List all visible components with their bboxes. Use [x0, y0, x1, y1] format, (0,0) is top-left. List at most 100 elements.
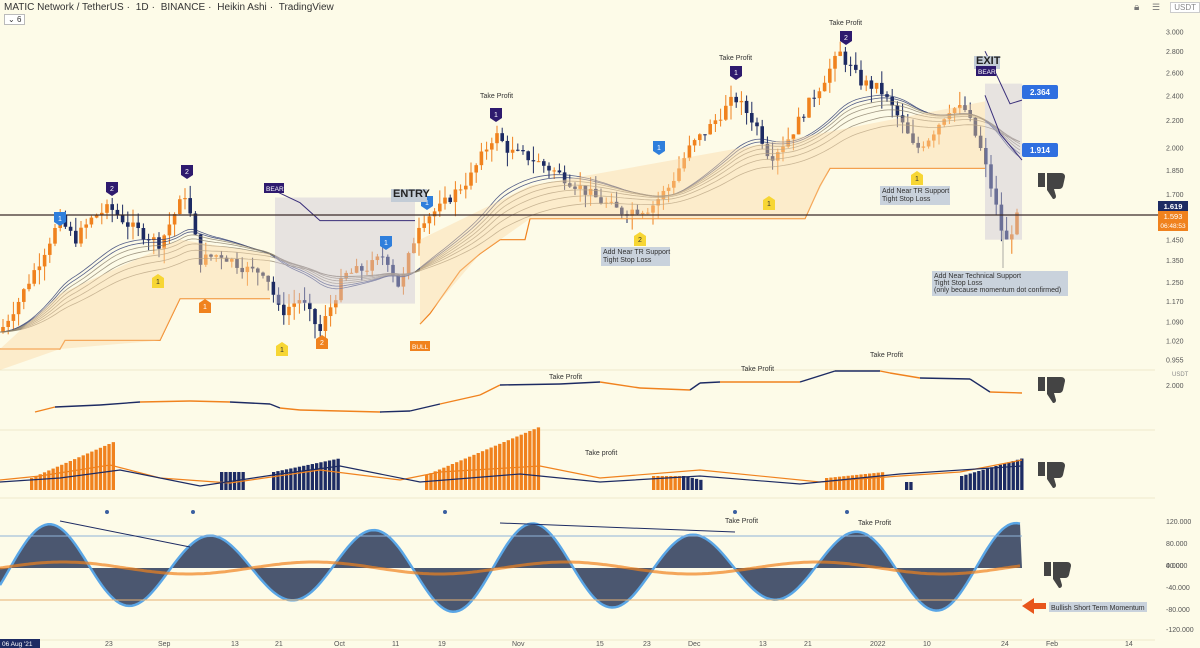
candle: [188, 198, 192, 214]
chart-style[interactable]: Heikin Ashi: [217, 2, 267, 13]
bars-icon[interactable]: ☰: [1152, 2, 1161, 12]
hist-bar: [519, 434, 523, 490]
hist-bar: [686, 476, 690, 490]
candle: [510, 149, 515, 153]
price-tick: 1.250: [1166, 280, 1184, 287]
hist-bar: [868, 473, 872, 490]
target-low: 1.914: [1022, 143, 1058, 157]
candle: [224, 257, 229, 262]
hist-bar: [289, 468, 293, 490]
target-high: 2.364: [1022, 85, 1058, 99]
candle: [490, 143, 494, 150]
hist-bar: [825, 478, 829, 490]
candle: [219, 255, 224, 258]
trend-segment: [299, 409, 381, 413]
hist-bar: [77, 457, 81, 490]
price-tick: 1.020: [1166, 338, 1184, 345]
bear-zone: [275, 197, 415, 304]
trend-segment: [409, 403, 441, 412]
candle: [360, 266, 364, 271]
signal-badge: 1: [730, 66, 742, 80]
time-tick: 23: [105, 641, 113, 648]
time-tick: 19: [438, 641, 446, 648]
candle: [744, 100, 749, 114]
symbol-name[interactable]: MATIC Network / TetherUS: [4, 2, 124, 13]
candle: [323, 316, 328, 332]
candle: [464, 185, 468, 190]
candle: [906, 122, 910, 134]
candle: [209, 254, 213, 257]
hist-bar: [859, 474, 863, 490]
time-tick: 13: [759, 641, 767, 648]
candle: [848, 64, 853, 66]
bull-tag: BULL: [410, 341, 430, 351]
candle: [640, 212, 645, 215]
hist-bar: [1020, 458, 1024, 490]
hist-bar: [455, 462, 459, 490]
candle: [42, 254, 47, 267]
hist-bar: [306, 464, 310, 490]
note-bg: [601, 247, 670, 266]
hist-bar: [224, 472, 228, 490]
candle: [999, 204, 1004, 231]
hist-bar: [297, 466, 302, 490]
panel4-tick: -80.000: [1166, 607, 1190, 614]
hist-bar: [64, 462, 68, 490]
badge-label: 1: [280, 347, 284, 354]
take-profit-label: Take Profit: [858, 520, 891, 527]
hist-bar: [85, 453, 90, 490]
badge-label: 2: [110, 186, 114, 193]
hist-bar: [652, 476, 656, 490]
candle: [672, 180, 676, 188]
hist-bar: [280, 470, 284, 490]
badge-label: 1: [734, 70, 738, 77]
candle: [521, 150, 525, 152]
candle: [630, 209, 634, 216]
badge-shape: [730, 66, 742, 80]
hist-bar: [476, 453, 480, 490]
bear-line: [274, 190, 415, 222]
candle: [266, 275, 270, 282]
candle: [417, 227, 421, 244]
momentum-dot: [845, 510, 849, 514]
candle: [141, 228, 146, 240]
time-tick: Nov: [512, 641, 525, 648]
time-tick: Dec: [688, 641, 701, 648]
price-tick: 2.200: [1166, 118, 1184, 125]
candle: [614, 201, 619, 208]
interval[interactable]: 1D: [135, 2, 149, 13]
hist-bar: [446, 465, 450, 490]
candle: [947, 113, 952, 120]
candle: [245, 266, 250, 273]
candle: [796, 116, 801, 135]
note-line: Tight Stop Loss: [934, 280, 983, 287]
time-tick: 11: [392, 641, 399, 648]
badge-shape: [911, 171, 923, 185]
hist-bar: [98, 447, 103, 490]
hist-bar: [855, 474, 859, 490]
hist-bar: [876, 472, 880, 490]
price-tick: 1.090: [1166, 319, 1184, 326]
exit-label: EXIT: [974, 55, 1001, 69]
price-value: 1.593: [1164, 212, 1183, 221]
candle: [734, 96, 738, 103]
candle: [786, 139, 790, 147]
hist-bar: [536, 427, 541, 490]
hist-bar: [905, 482, 909, 490]
lock-icon[interactable]: 🔒︎: [1134, 2, 1140, 13]
badge-label: 1: [767, 201, 771, 208]
time-tick: 06 Aug '21: [2, 641, 33, 648]
take-profit-label: Take Profit: [741, 366, 774, 373]
candle: [646, 212, 650, 214]
candle: [661, 190, 666, 200]
thumb-part: [1038, 462, 1045, 476]
candle: [115, 209, 120, 216]
trend-segment: [439, 394, 481, 405]
hist-bar: [985, 468, 990, 490]
indicators-toggle[interactable]: ⌄ 6: [4, 14, 26, 25]
hist-bar: [1015, 459, 1020, 490]
candle: [276, 294, 281, 305]
candle: [802, 116, 806, 118]
